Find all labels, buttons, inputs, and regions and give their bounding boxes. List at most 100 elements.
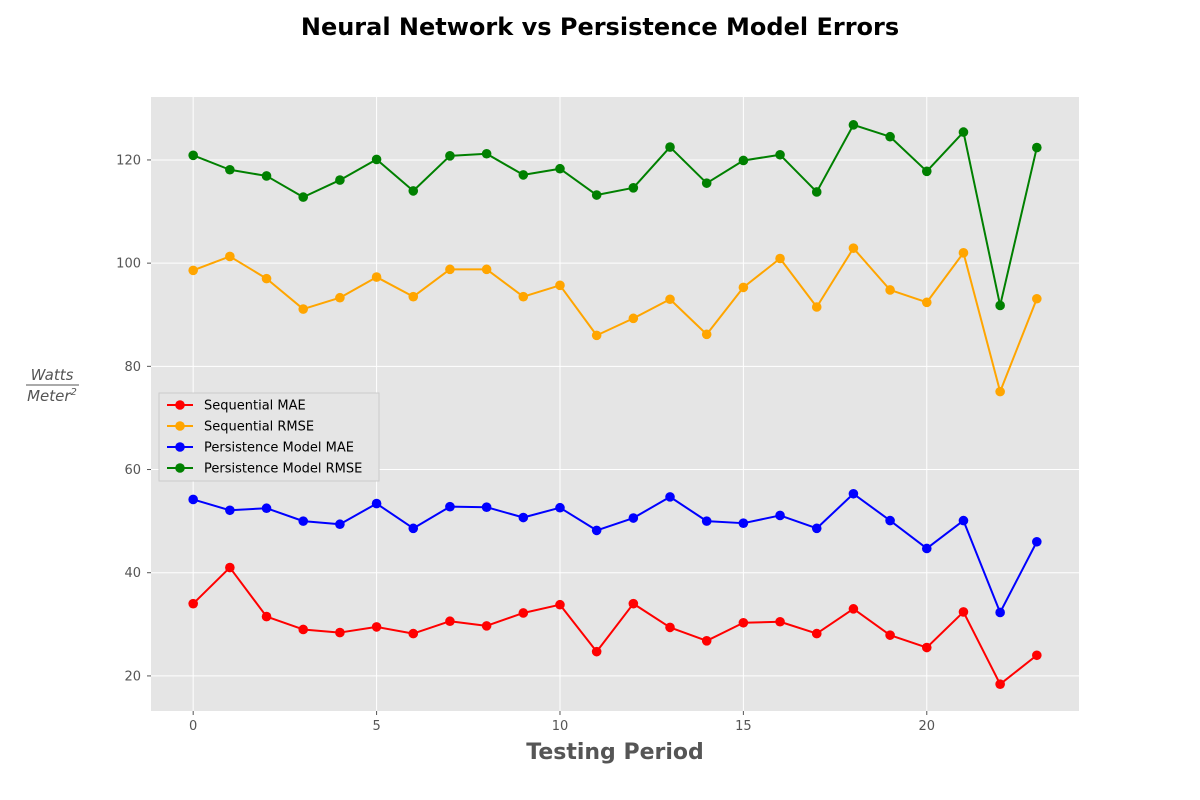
- data-point: [298, 516, 309, 526]
- data-point: [481, 264, 492, 275]
- data-point: [775, 253, 785, 264]
- data-point: [371, 622, 382, 632]
- y-axis-label-denominator: Meter2: [27, 387, 77, 405]
- data-point: [555, 163, 565, 174]
- data-point: [188, 150, 198, 161]
- data-point: [298, 624, 309, 635]
- x-tick-label: 5: [372, 719, 380, 734]
- legend-item-persistence-model-rmse: Persistence Model RMSE: [167, 462, 362, 477]
- x-tick-label: 20: [919, 719, 936, 734]
- series-line-persistence-model-mae: [192, 492, 1038, 614]
- data-point: [995, 386, 1005, 397]
- legend-box: [158, 392, 380, 482]
- data-point: [188, 494, 198, 505]
- series-sequential-rmse: [188, 243, 1042, 397]
- data-point: [665, 142, 675, 152]
- data-point: [1032, 650, 1042, 661]
- data-point: [408, 628, 419, 639]
- data-point: [261, 611, 272, 622]
- data-point: [628, 513, 639, 523]
- data-point: [335, 627, 345, 638]
- data-point: [775, 149, 785, 160]
- data-point: [775, 616, 785, 627]
- data-point: [481, 148, 492, 159]
- data-point: [445, 501, 455, 512]
- series-persistence-model-mae: [188, 488, 1042, 618]
- chart-title: Neural Network vs Persistence Model Erro…: [301, 13, 899, 41]
- data-point: [995, 607, 1005, 618]
- legend-item-sequential-rmse: Sequential RMSE: [167, 420, 314, 435]
- legend-label: Sequential RMSE: [204, 420, 314, 435]
- data-point: [335, 519, 345, 530]
- data-point: [848, 604, 859, 614]
- data-point: [921, 642, 932, 653]
- data-point: [811, 302, 822, 312]
- data-point: [885, 630, 895, 640]
- x-tick-label: 15: [735, 719, 752, 734]
- legend-marker: [175, 421, 185, 431]
- data-point: [188, 265, 198, 276]
- legend-label: Persistence Model MAE: [204, 441, 354, 456]
- data-point: [995, 300, 1005, 311]
- data-point: [811, 523, 822, 534]
- data-point: [408, 186, 419, 196]
- data-point: [848, 243, 859, 253]
- data-point: [408, 523, 419, 534]
- data-point: [958, 515, 969, 526]
- data-point: [1032, 293, 1042, 304]
- data-point: [591, 330, 602, 341]
- data-point: [958, 607, 969, 617]
- data-point: [738, 155, 749, 166]
- data-point: [518, 291, 529, 302]
- y-axis-label-exponent: 2: [71, 387, 77, 398]
- data-point: [518, 170, 529, 180]
- data-point: [811, 628, 822, 639]
- legend-marker: [175, 463, 185, 473]
- legend-marker: [175, 400, 185, 410]
- data-point: [518, 608, 529, 618]
- data-point: [628, 598, 639, 609]
- data-point: [371, 498, 382, 509]
- data-point: [958, 127, 969, 137]
- legend-label: Sequential MAE: [204, 399, 306, 414]
- data-point: [921, 543, 932, 554]
- series-line-persistence-model-rmse: [192, 123, 1038, 307]
- data-point: [518, 512, 529, 523]
- data-point: [1032, 142, 1042, 153]
- data-point: [701, 329, 712, 340]
- data-point: [481, 621, 492, 631]
- x-tick-label: 0: [189, 719, 197, 734]
- series-line-sequential-rmse: [192, 247, 1038, 393]
- data-point: [591, 525, 602, 536]
- data-point: [958, 248, 969, 258]
- data-point: [665, 492, 675, 502]
- data-point: [408, 291, 419, 302]
- data-point: [701, 636, 712, 646]
- data-point: [738, 282, 749, 293]
- data-point: [811, 187, 822, 197]
- data-point: [445, 151, 455, 161]
- y-tick-label: 60: [124, 463, 141, 478]
- data-point: [628, 313, 639, 324]
- data-point: [225, 251, 235, 262]
- series-group: [188, 120, 1042, 689]
- data-point: [628, 183, 639, 193]
- legend: Sequential MAE Sequential RMSE Persistence…: [158, 392, 380, 482]
- y-tick-label: 80: [124, 360, 141, 375]
- data-point: [775, 510, 785, 521]
- data-point: [555, 502, 565, 513]
- data-point: [591, 190, 602, 200]
- x-axis-label: Testing Period: [526, 740, 704, 765]
- data-point: [225, 562, 235, 573]
- data-point: [738, 518, 749, 528]
- y-axis-label-denominator-base: Meter: [27, 387, 71, 405]
- data-point: [298, 192, 309, 202]
- data-point: [665, 622, 675, 633]
- series-persistence-model-rmse: [188, 120, 1042, 311]
- data-point: [298, 304, 309, 314]
- series-sequential-mae: [188, 562, 1042, 689]
- data-point: [555, 599, 565, 610]
- y-axis-ticks: 20 40 60 80 100 120: [116, 153, 151, 684]
- data-point: [335, 292, 345, 303]
